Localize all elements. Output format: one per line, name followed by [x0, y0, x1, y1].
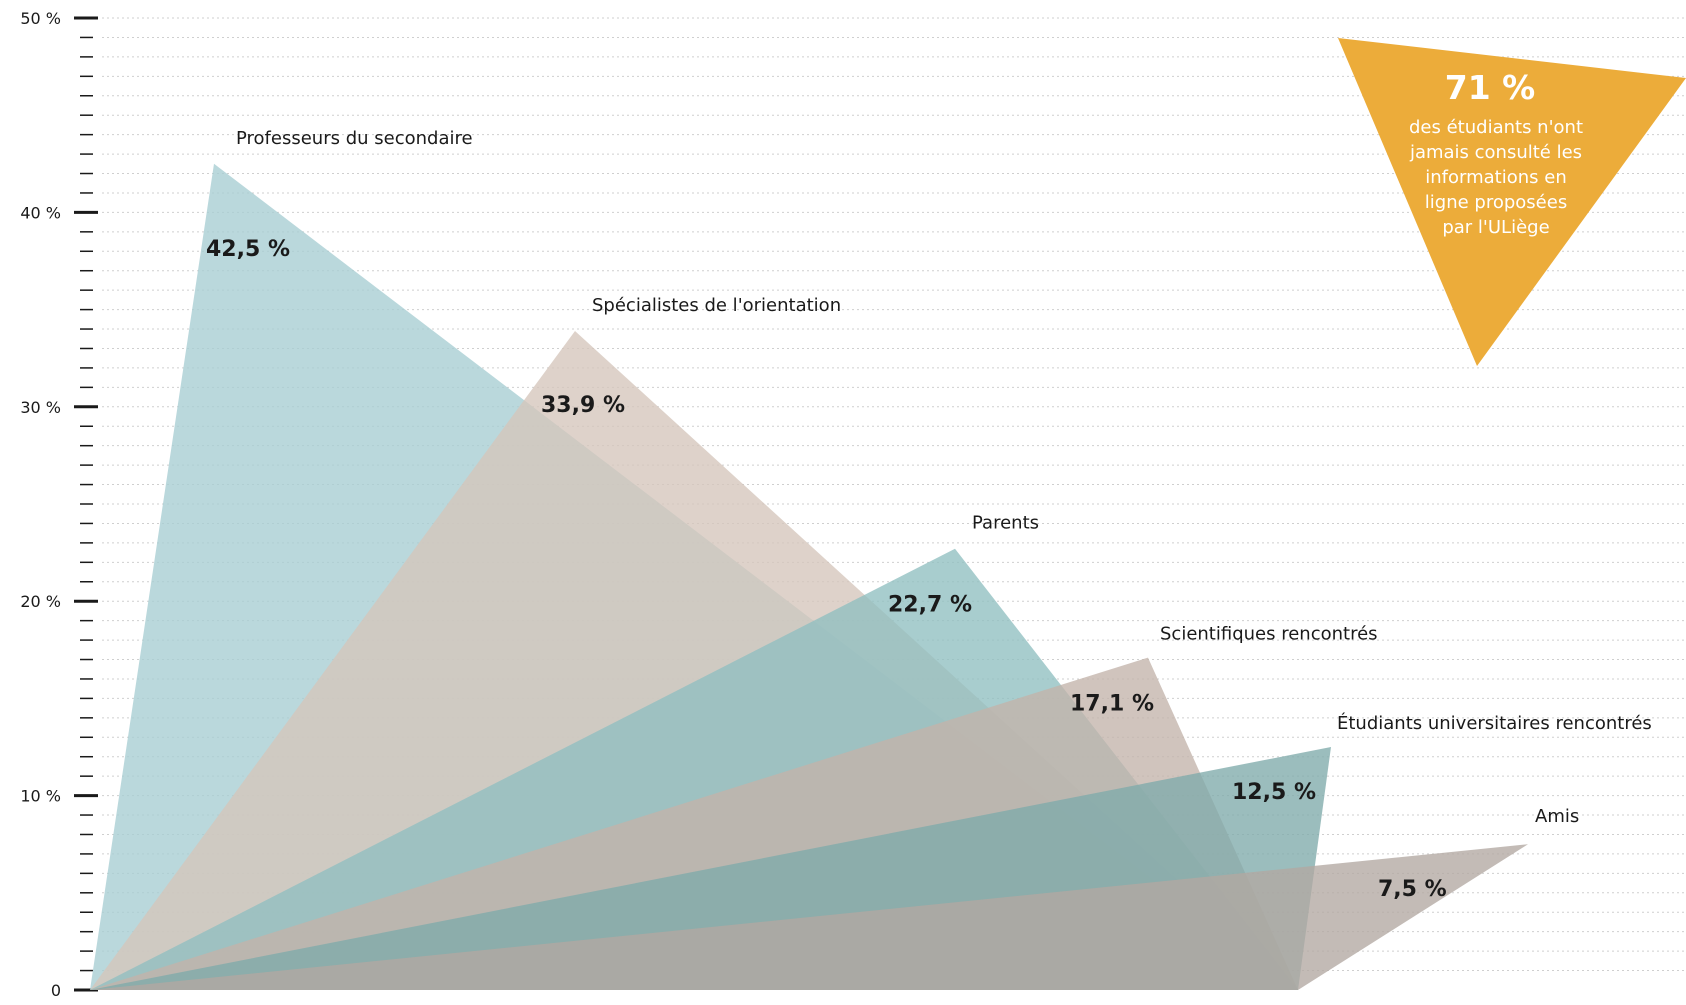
- category-label: Amis: [1535, 806, 1579, 827]
- callout-line: informations en: [1425, 167, 1566, 188]
- series-triangle: [90, 844, 1528, 990]
- category-label: Professeurs du secondaire: [236, 128, 473, 149]
- value-label: 7,5 %: [1378, 877, 1447, 902]
- value-label: 22,7 %: [888, 593, 972, 618]
- callout-value: 71 %: [1445, 68, 1535, 107]
- callout-line: jamais consulté les: [1409, 142, 1582, 163]
- y-tick-label: 50 %: [20, 9, 61, 28]
- callout: 71 % des étudiants n'ont jamais consulté l…: [1338, 38, 1686, 366]
- value-label: 33,9 %: [541, 393, 625, 418]
- y-tick-label: 0: [51, 981, 61, 1000]
- value-label: 42,5 %: [206, 237, 290, 262]
- callout-line: par l'ULiège: [1442, 217, 1549, 238]
- callout-line: des étudiants n'ont: [1409, 117, 1583, 138]
- callout-triangle: [1338, 38, 1686, 366]
- series-labels: Professeurs du secondaire 42,5 % Spécialis…: [206, 128, 1652, 902]
- series-triangles: [90, 163, 1528, 991]
- y-tick-label: 10 %: [20, 787, 61, 806]
- callout-line: ligne proposées: [1425, 192, 1567, 213]
- value-label: 17,1 %: [1070, 692, 1154, 717]
- category-label: Étudiants universitaires rencontrés: [1337, 712, 1652, 734]
- y-tick-label: 20 %: [20, 592, 61, 611]
- y-tick-label: 40 %: [20, 203, 61, 222]
- y-axis: 0 10 % 20 % 30 % 40 % 50 %: [20, 9, 98, 1000]
- value-label: 12,5 %: [1232, 780, 1316, 805]
- category-label: Scientifiques rencontrés: [1160, 624, 1378, 645]
- category-label: Spécialistes de l'orientation: [592, 295, 841, 316]
- y-tick-label: 30 %: [20, 398, 61, 417]
- category-label: Parents: [972, 513, 1039, 534]
